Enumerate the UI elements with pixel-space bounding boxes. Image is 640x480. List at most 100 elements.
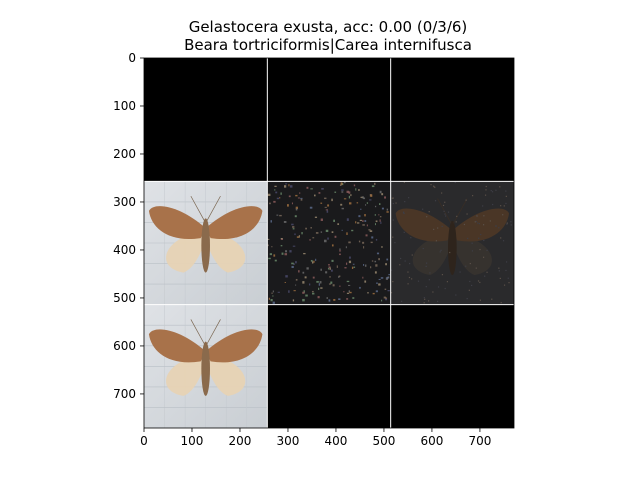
noise-pixel <box>495 189 497 191</box>
noise-pixel <box>471 250 474 252</box>
noise-pixel <box>360 208 362 210</box>
noise-pixel <box>480 233 482 236</box>
noise-pixel <box>339 248 341 250</box>
noise-pixel <box>360 196 363 198</box>
noise-pixel <box>482 224 485 226</box>
noise-pixel <box>423 302 425 304</box>
noise-pixel <box>273 254 276 257</box>
noise-pixel <box>292 299 295 302</box>
moth-body <box>201 341 210 396</box>
noise-pixel <box>292 226 295 228</box>
noise-pixel <box>386 258 389 261</box>
noise-pixel <box>371 185 375 188</box>
noise-pixel <box>295 206 298 210</box>
noise-pixel <box>325 271 328 274</box>
black-cell <box>390 58 514 182</box>
noise-pixel <box>385 297 388 301</box>
noise-pixel <box>417 280 420 282</box>
noise-pixel <box>308 283 311 286</box>
noise-pixel <box>325 209 328 211</box>
black-cell <box>144 58 268 182</box>
noise-pixel <box>379 219 381 222</box>
noise-pixel <box>423 297 425 299</box>
noise-pixel <box>505 202 507 205</box>
noise-pixel <box>267 244 269 247</box>
noise-pixel <box>333 298 336 301</box>
noise-pixel <box>345 246 347 249</box>
noise-pixel <box>432 291 434 293</box>
noise-pixel <box>280 245 283 247</box>
noise-pixel <box>463 223 466 226</box>
noise-pixel <box>363 197 366 200</box>
noise-pixel <box>392 197 394 199</box>
noise-pixel <box>329 267 331 270</box>
moth-body <box>201 218 210 273</box>
noise-pixel <box>365 234 368 237</box>
noise-pixel <box>291 202 294 205</box>
noise-pixel <box>479 248 481 251</box>
noise-pixel <box>306 186 309 189</box>
noise-pixel <box>392 219 394 221</box>
noise-pixel <box>467 237 469 240</box>
noise-pixel <box>381 207 384 210</box>
noise-pixel <box>441 192 443 194</box>
noise-pixel <box>305 227 307 230</box>
noise-pixel <box>477 280 480 282</box>
noise-pixel <box>505 261 508 263</box>
noise-pixel <box>429 272 431 274</box>
noise-pixel <box>503 284 506 286</box>
noise-pixel <box>495 225 497 227</box>
noise-pixel <box>466 213 468 215</box>
noise-pixel <box>334 235 337 238</box>
noise-pixel <box>340 203 343 206</box>
noise-pixel <box>302 281 305 284</box>
noise-pixel <box>291 262 294 265</box>
moth-hindwing-right <box>452 233 492 276</box>
chart-title-line2: Beara tortriciformis|Carea internifusca <box>184 36 472 54</box>
noise-pixel <box>284 281 286 283</box>
noise-pixel <box>366 202 369 204</box>
noise-pixel <box>409 262 411 265</box>
noise-pixel <box>283 221 287 223</box>
noise-pixel <box>491 191 494 193</box>
noise-pixel <box>330 281 333 284</box>
noise-pixel <box>505 269 507 272</box>
noise-pixel <box>394 242 396 244</box>
noise-pixel <box>506 222 508 224</box>
x-tick-label: 0 <box>140 434 148 448</box>
noise-pixel <box>498 270 500 272</box>
noise-pixel <box>459 271 461 273</box>
noise-pixel <box>315 258 317 261</box>
noise-pixel <box>331 244 334 247</box>
moth-forewing-left <box>148 206 206 240</box>
moth-forewing-left <box>395 208 453 242</box>
noise-pixel <box>305 294 308 297</box>
black-cell <box>267 58 391 182</box>
noise-pixel <box>370 241 373 244</box>
noise-pixel <box>281 252 284 255</box>
noise-pixel <box>274 185 277 187</box>
moth-antennae <box>190 319 221 345</box>
noise-pixel <box>346 280 350 283</box>
noise-pixel <box>444 287 446 290</box>
noise-pixel <box>287 204 289 207</box>
noise-pixel <box>279 214 282 217</box>
noise-pixel <box>383 296 386 299</box>
noise-pixel <box>358 215 361 218</box>
noise-pixel <box>349 291 352 294</box>
noise-pixel <box>293 290 296 292</box>
noise-pixel <box>292 245 296 247</box>
noise-pixel <box>358 240 361 243</box>
noise-pixel <box>328 299 331 302</box>
noise-pixel <box>442 204 445 207</box>
noise-pixel <box>502 240 505 242</box>
noise-pixel <box>378 283 381 286</box>
noise-pixel <box>363 264 365 266</box>
noise-pixel <box>312 292 315 295</box>
noise-pixel <box>270 298 273 302</box>
noise-pixel <box>375 264 378 267</box>
noise-pixel <box>434 200 437 202</box>
noise-pixel <box>295 261 297 264</box>
noise-pixel <box>422 247 424 250</box>
